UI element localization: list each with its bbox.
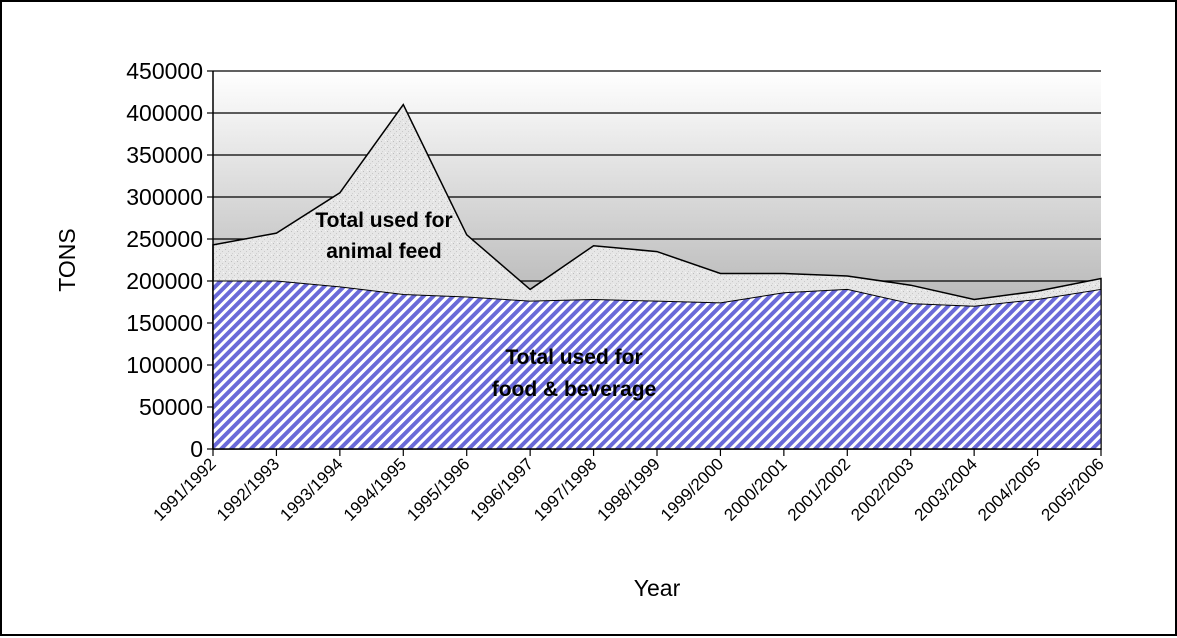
x-axis-ticks: 1991/19921992/19931993/19941994/19951995… (150, 449, 1108, 525)
x-tick-label: 2003/2004 (911, 454, 981, 524)
x-tick-label: 1997/1998 (530, 454, 600, 524)
annotation-animal-feed-line-1: Total used for (315, 209, 452, 232)
x-tick-label: 2005/2006 (1038, 454, 1108, 524)
y-tick-label: 0 (190, 436, 203, 462)
y-tick-label: 250000 (126, 226, 203, 252)
x-tick-label: 2001/2002 (784, 454, 854, 524)
y-tick-label: 100000 (126, 352, 203, 378)
x-tick-label: 1995/1996 (403, 454, 473, 524)
y-tick-label: 150000 (126, 310, 203, 336)
annotation-animal-feed: Total used for animal feed (315, 209, 452, 263)
x-axis-title: Year (634, 575, 681, 601)
x-tick-label: 1996/1997 (467, 454, 537, 524)
x-tick-label: 1992/1993 (213, 454, 283, 524)
x-tick-label: 1993/1994 (276, 454, 346, 524)
x-tick-label: 2004/2005 (974, 454, 1044, 524)
y-tick-label: 400000 (126, 100, 203, 126)
annotation-food-beverage-line-1: Total used for (505, 346, 642, 369)
x-tick-label: 1991/1992 (150, 454, 220, 524)
y-axis-title: TONS (54, 228, 80, 291)
x-tick-label: 2000/2001 (720, 454, 790, 524)
y-tick-label: 50000 (139, 394, 203, 420)
y-tick-label: 450000 (126, 58, 203, 84)
y-tick-label: 300000 (126, 184, 203, 210)
y-tick-label: 200000 (126, 268, 203, 294)
y-axis-ticks: 0 50000 100000 150000 200000 250000 300000 3500… (126, 58, 213, 462)
x-tick-label: 1994/1995 (340, 454, 410, 524)
area-food-beverage (212, 280, 1102, 450)
x-tick-label: 1998/1999 (594, 454, 664, 524)
x-tick-label: 2002/2003 (847, 454, 917, 524)
x-tick-label: 1999/2000 (657, 454, 727, 524)
annotation-food-beverage: Total used for food & beverage (492, 346, 657, 401)
annotation-animal-feed-line-2: animal feed (326, 240, 442, 263)
y-tick-label: 350000 (126, 142, 203, 168)
annotation-food-beverage-line-2: food & beverage (492, 378, 657, 401)
